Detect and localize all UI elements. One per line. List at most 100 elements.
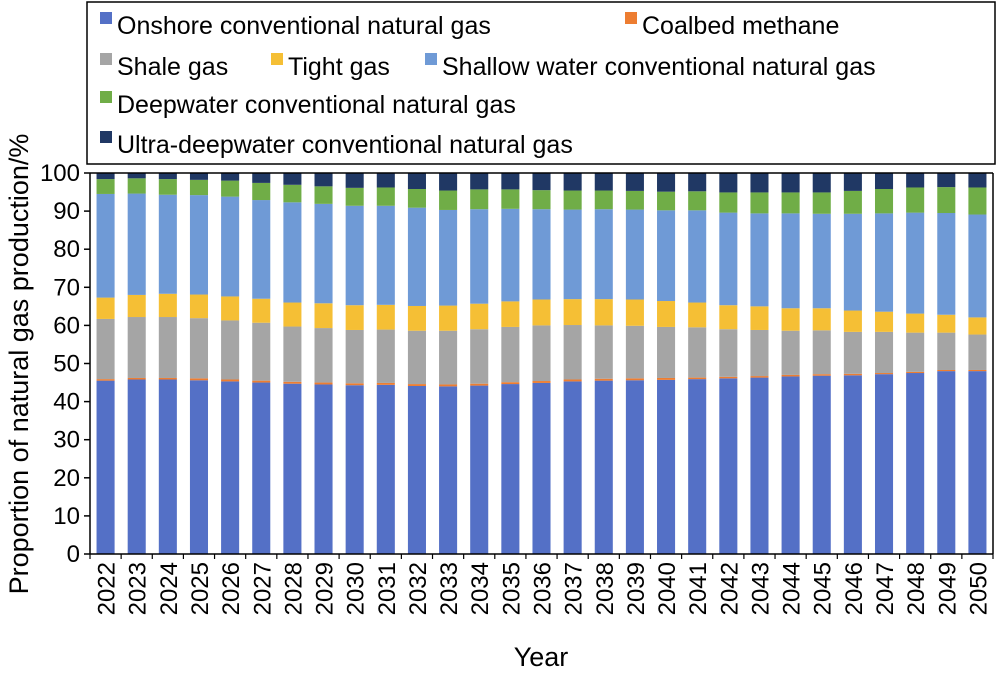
bar-segment-2035-series-0: [501, 384, 519, 554]
bar-segment-2049-series-6: [937, 173, 955, 187]
bar-segment-2023-series-5: [128, 178, 146, 193]
bar-segment-2025-series-2: [190, 318, 208, 378]
bar-segment-2050-series-2: [968, 335, 986, 370]
y-tick-label: 40: [53, 389, 80, 416]
bar-segment-2033-series-3: [439, 306, 457, 331]
y-axis-title: Proportion of natural gas production/%: [4, 134, 34, 595]
bar-segment-2044-series-0: [782, 376, 800, 554]
x-tick-label-2042: 2042: [716, 562, 743, 615]
x-tick-label-2047: 2047: [872, 562, 899, 615]
bar-segment-2042-series-3: [719, 305, 737, 329]
bar-segment-2033-series-4: [439, 210, 457, 306]
bar-segment-2049-series-3: [937, 315, 955, 333]
bar-segment-2037-series-1: [564, 380, 582, 382]
bar-segment-2037-series-5: [564, 191, 582, 210]
bar-segment-2034-series-1: [470, 384, 488, 386]
bar-segment-2041-series-3: [688, 303, 706, 328]
bar-segment-2029-series-0: [315, 384, 333, 554]
bar-segment-2040-series-0: [657, 380, 675, 554]
bar-segment-2025-series-3: [190, 295, 208, 319]
bar-segment-2038-series-2: [595, 325, 613, 378]
bar-segment-2038-series-1: [595, 379, 613, 381]
bar-segment-2044-series-3: [782, 308, 800, 330]
bar-segment-2024-series-3: [159, 294, 177, 317]
bar-segment-2050-series-0: [968, 371, 986, 554]
bar-segment-2050-series-6: [968, 173, 986, 187]
bar-segment-2022-series-4: [97, 194, 115, 298]
bar-segment-2024-series-6: [159, 173, 177, 179]
bar-segment-2039-series-1: [626, 378, 644, 380]
bar-segment-2032-series-4: [408, 208, 426, 306]
bar-segment-2039-series-6: [626, 173, 644, 191]
bar-segment-2048-series-4: [906, 213, 924, 314]
bar-segment-2025-series-0: [190, 380, 208, 554]
bar-segment-2026-series-5: [221, 181, 239, 197]
bars-group: [97, 173, 987, 554]
bar-segment-2026-series-4: [221, 197, 239, 297]
bar-segment-2032-series-2: [408, 331, 426, 384]
x-tick-label-2039: 2039: [623, 562, 650, 615]
bar-segment-2036-series-3: [532, 299, 550, 325]
bar-segment-2023-series-4: [128, 194, 146, 295]
bar-segment-2028-series-2: [283, 327, 301, 382]
bar-segment-2025-series-1: [190, 378, 208, 380]
bar-segment-2023-series-3: [128, 295, 146, 317]
bar-segment-2047-series-0: [875, 374, 893, 554]
bar-segment-2026-series-1: [221, 380, 239, 382]
bar-segment-2029-series-1: [315, 383, 333, 385]
bar-segment-2043-series-5: [750, 192, 768, 213]
bar-segment-2043-series-6: [750, 173, 768, 192]
bar-segment-2048-series-1: [906, 372, 924, 373]
bar-segment-2047-series-1: [875, 373, 893, 374]
x-tick-label-2035: 2035: [498, 562, 525, 615]
bar-segment-2045-series-0: [813, 376, 831, 554]
bar-segment-2040-series-6: [657, 173, 675, 192]
bar-segment-2047-series-6: [875, 173, 893, 189]
bar-segment-2039-series-2: [626, 326, 644, 379]
x-tick-label-2029: 2029: [312, 562, 339, 615]
bar-segment-2033-series-5: [439, 191, 457, 210]
bar-segment-2026-series-0: [221, 381, 239, 554]
bar-segment-2023-series-2: [128, 317, 146, 378]
bar-segment-2033-series-6: [439, 173, 457, 191]
bar-segment-2049-series-1: [937, 370, 955, 371]
bar-segment-2031-series-3: [377, 305, 395, 330]
bar-segment-2048-series-2: [906, 333, 924, 372]
legend-swatch-0: [100, 12, 112, 24]
legend: Onshore conventional natural gas Coalbed …: [87, 2, 995, 164]
bar-segment-2032-series-3: [408, 306, 426, 331]
bar-segment-2048-series-3: [906, 314, 924, 333]
x-tick-label-2045: 2045: [810, 562, 837, 615]
bar-segment-2037-series-3: [564, 299, 582, 325]
bar-segment-2036-series-1: [532, 381, 550, 383]
bar-segment-2041-series-4: [688, 210, 706, 302]
bar-segment-2045-series-2: [813, 330, 831, 374]
bar-segment-2046-series-2: [844, 332, 862, 374]
bar-segment-2033-series-1: [439, 384, 457, 386]
legend-swatch-4: [425, 53, 437, 65]
bar-segment-2029-series-2: [315, 328, 333, 382]
bar-segment-2049-series-2: [937, 333, 955, 370]
bar-segment-2025-series-6: [190, 173, 208, 180]
bar-segment-2045-series-5: [813, 192, 831, 213]
bar-segment-2030-series-4: [346, 206, 364, 305]
bar-segment-2031-series-2: [377, 330, 395, 383]
bar-segment-2028-series-5: [283, 185, 301, 203]
bar-segment-2031-series-5: [377, 187, 395, 205]
bar-segment-2042-series-1: [719, 377, 737, 379]
x-tick-label-2043: 2043: [747, 562, 774, 615]
x-tick-label-2038: 2038: [592, 562, 619, 615]
bar-segment-2023-series-1: [128, 378, 146, 380]
bar-segment-2043-series-3: [750, 306, 768, 330]
bar-segment-2042-series-0: [719, 378, 737, 554]
bar-segment-2047-series-4: [875, 213, 893, 311]
legend-label-1: Coalbed methane: [642, 12, 839, 40]
bar-segment-2046-series-6: [844, 173, 862, 191]
bar-segment-2040-series-3: [657, 301, 675, 327]
bar-segment-2031-series-1: [377, 383, 395, 385]
x-tick-label-2030: 2030: [343, 562, 370, 615]
bar-segment-2048-series-5: [906, 187, 924, 212]
bar-segment-2040-series-1: [657, 378, 675, 380]
bar-segment-2037-series-6: [564, 173, 582, 191]
bar-segment-2039-series-4: [626, 210, 644, 300]
